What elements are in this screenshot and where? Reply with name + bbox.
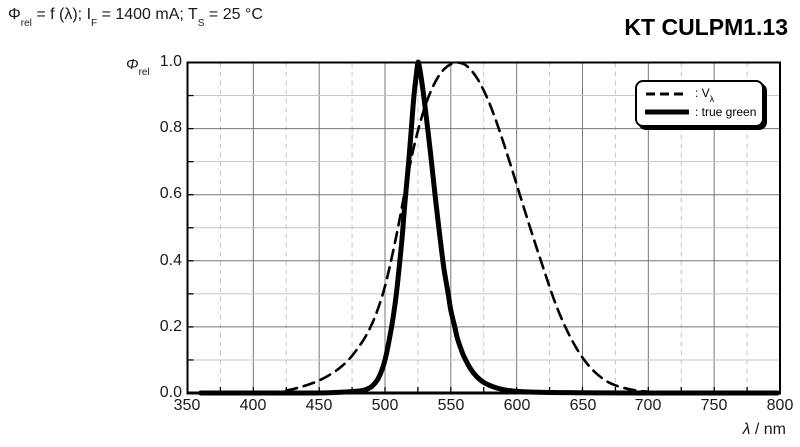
title-seg3: = 25 °C <box>204 6 263 23</box>
part-number: KT CULPM1.13 <box>624 14 788 40</box>
y-tick-label: 0.8 <box>159 119 182 136</box>
y-tick-label: 0.0 <box>159 384 182 401</box>
x-tick-label: 350 <box>173 397 201 414</box>
legend-label-vlambda: : Vλ <box>695 85 715 105</box>
x-axis-label-lambda: λ <box>742 421 751 438</box>
legend-item-vlambda: : Vλ <box>645 85 754 105</box>
x-tick-label: 650 <box>569 397 597 414</box>
x-tick-label: 750 <box>700 397 728 414</box>
legend-vlambda-sub: λ <box>709 94 715 105</box>
y-axis-label-sub: rel <box>138 67 150 78</box>
dashed-line-icon <box>646 92 688 96</box>
chart-title: Φrel = f (λ); IF = 1400 mA; TS = 25 °C <box>8 6 263 30</box>
x-tick-label: 600 <box>503 397 531 414</box>
x-tick-label: 550 <box>437 397 465 414</box>
y-tick-label: 0.2 <box>159 318 182 335</box>
x-axis-label: λ / nm <box>700 421 786 439</box>
title-seg2: = 1400 mA; T <box>97 6 198 23</box>
legend-label-true-green: : true green <box>695 105 757 119</box>
solid-line-icon <box>645 109 689 115</box>
x-tick-label: 500 <box>371 397 399 414</box>
title-seg1: = f (λ); I <box>31 6 92 23</box>
y-tick-label: 0.4 <box>159 252 182 269</box>
y-axis-label: Φrel <box>126 56 150 78</box>
title-t-sub: S <box>197 18 205 30</box>
x-tick-label: 450 <box>305 397 333 414</box>
y-axis-label-phi: Φ <box>126 56 139 73</box>
title-i-sub: F <box>91 18 98 30</box>
x-tick-label: 700 <box>634 397 662 414</box>
x-axis-label-unit: / nm <box>750 421 786 438</box>
legend-vlambda-text: : V <box>695 85 710 100</box>
title-phi-sub: rel <box>20 18 32 30</box>
y-tick-label: 0.6 <box>159 185 182 202</box>
legend-item-true-green: : true green <box>645 105 757 119</box>
y-tick-label: 1.0 <box>159 53 182 70</box>
x-tick-label: 400 <box>239 397 267 414</box>
x-tick-label: 800 <box>766 397 794 414</box>
title-phi: Φ <box>8 6 21 23</box>
legend: : Vλ : true green <box>635 80 764 127</box>
